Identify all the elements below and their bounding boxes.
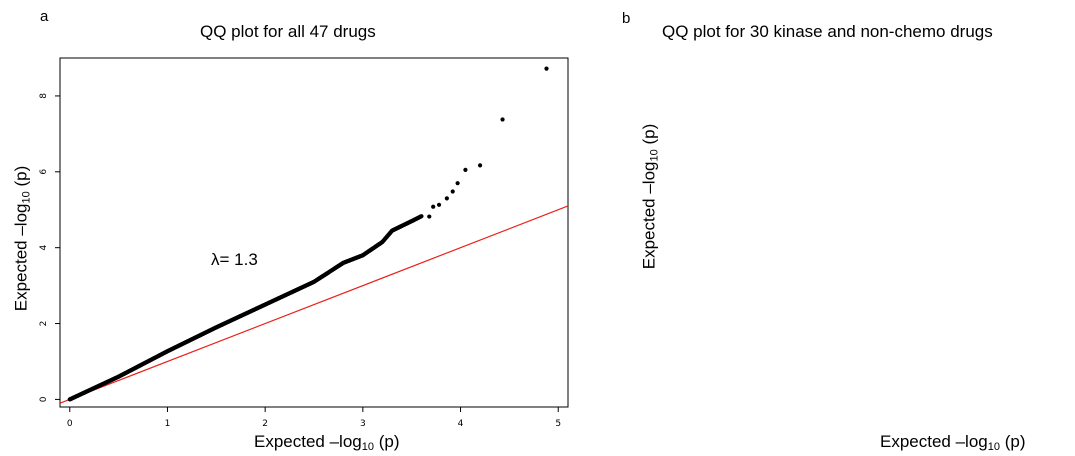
qq-point <box>444 196 449 201</box>
qq-point <box>477 163 483 168</box>
panel-b-y-axis-label: Expected –log10 (p) <box>639 123 661 270</box>
panel-b-letter: b <box>622 10 631 27</box>
qq-point <box>436 202 442 207</box>
panel-a-title: QQ plot for all 47 drugs <box>200 22 376 41</box>
lambda-annotation: λ= 1.3 <box>211 250 258 269</box>
qq-point <box>463 167 468 173</box>
x-tick-label: 4 <box>458 419 464 429</box>
y-tick-label: 6 <box>39 169 49 175</box>
x-tick-label: 0 <box>67 419 73 429</box>
panel-a-frame <box>59 57 569 408</box>
x-tick-label: 1 <box>165 419 171 429</box>
panel-a-points <box>67 66 549 402</box>
panel-a-letter: a <box>40 8 49 25</box>
x-tick-label: 5 <box>555 419 561 429</box>
panel-b-title: QQ plot for 30 kinase and non-chemo drug… <box>662 22 993 41</box>
y-tick-label: 0 <box>39 396 49 402</box>
x-tick-label: 3 <box>360 419 366 429</box>
qq-point <box>544 66 549 71</box>
panel-a-axes: 0 1 2 3 4 5 0 2 4 6 8 <box>39 93 561 429</box>
panel-b-x-axis-label: Expected –log10 (p) <box>880 432 1026 453</box>
qq-point <box>455 181 460 186</box>
y-tick-label: 4 <box>39 245 49 251</box>
panel-a-y-axis-label: Expected –log10 (p) <box>11 165 33 312</box>
reference-line <box>59 205 569 404</box>
qq-point <box>427 214 432 219</box>
plot-frame <box>59 57 569 408</box>
qq-point <box>431 204 436 209</box>
panel-a-plot: 0 1 2 3 4 5 0 2 4 6 8 <box>39 57 569 429</box>
panel-a-x-axis-label: Expected –log10 (p) <box>254 432 400 453</box>
qq-point <box>500 117 505 122</box>
qq-point <box>419 214 424 219</box>
panel-a-reference-line <box>59 205 569 404</box>
qq-point <box>450 189 455 194</box>
y-tick-label: 2 <box>39 321 49 327</box>
y-tick-label: 8 <box>39 93 49 99</box>
x-tick-label: 2 <box>262 419 268 429</box>
